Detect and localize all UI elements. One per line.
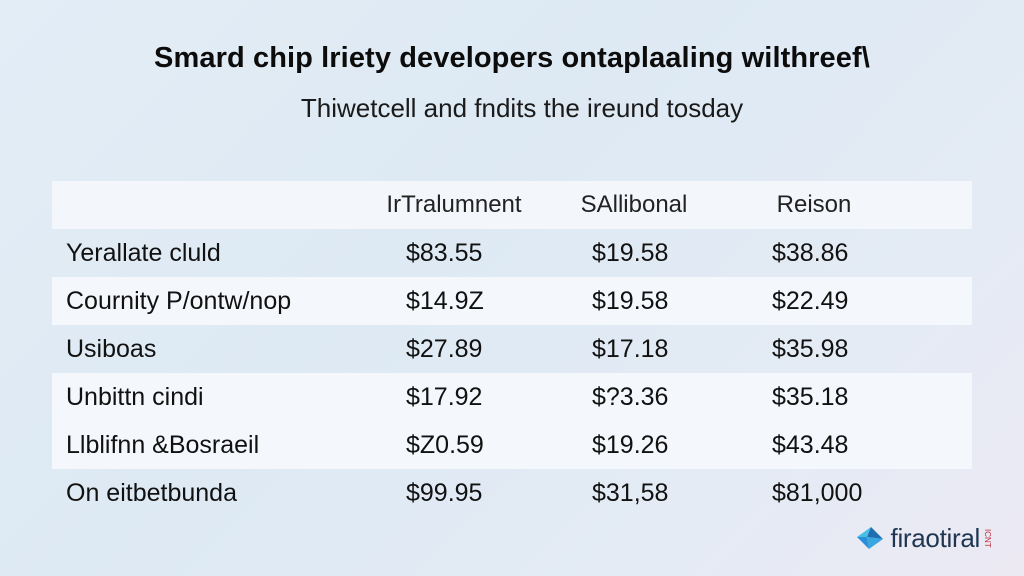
brand-tag: ICNT — [983, 528, 992, 548]
row-label: Cournity P/ontw/nop — [66, 287, 292, 315]
column-header: SAllibonal — [580, 191, 688, 218]
table-row: Usiboas $27.89 $17.18 $35.98 — [52, 325, 972, 373]
bird-icon — [856, 527, 883, 549]
table-row: On eitbetbunda $99.95 $31,58 $81,000 — [52, 469, 972, 517]
table-cell: $19.26 — [592, 431, 669, 459]
table-cell: $22.49 — [772, 287, 849, 315]
table-cell: $14.9Z — [406, 287, 484, 315]
table-cell: $17.18 — [592, 335, 669, 363]
page-title: Smard chip lriety developers ontaplaalin… — [154, 42, 870, 74]
column-header: Reison — [776, 191, 852, 218]
table-row: Yerallate cluld $83.55 $19.58 $38.86 — [52, 229, 972, 277]
table-row: Unbittn cindi $17.92 $?3.36 $35.18 — [52, 373, 972, 421]
table-cell: $35.18 — [772, 383, 849, 411]
table-row: Cournity P/ontw/nop $14.9Z $19.58 $22.49 — [52, 277, 972, 325]
table-cell: $?3.36 — [592, 383, 669, 411]
row-label: Llblifnn &Bosraeil — [66, 431, 260, 459]
price-table: IrTralumnent SAllibonal Reison Yerallate… — [52, 181, 972, 517]
table-cell: $27.89 — [406, 335, 483, 363]
table-cell: $83.55 — [406, 239, 483, 267]
table-cell: $31,58 — [592, 479, 669, 507]
table-cell: $19.58 — [592, 239, 669, 267]
table-header-row: IrTralumnent SAllibonal Reison — [52, 181, 972, 229]
page-subtitle: Thiwetcell and fndits the ireund tosday — [300, 93, 744, 123]
table-row: Llblifnn &Bosraeil $Z0.59 $19.26 $43.48 — [52, 421, 972, 469]
row-label: Usiboas — [66, 335, 157, 363]
row-label: On eitbetbunda — [66, 479, 237, 507]
table-cell: $38.86 — [772, 239, 849, 267]
table-cell: $Z0.59 — [406, 431, 484, 459]
brand-logo: firaotiral ICNT — [855, 518, 992, 558]
brand-name: firaotiral — [890, 522, 981, 553]
column-header: IrTralumnent — [386, 191, 522, 218]
table-cell: $99.95 — [406, 479, 483, 507]
table-cell: $35.98 — [772, 335, 849, 363]
table-cell: $43.48 — [772, 431, 849, 459]
table-cell: $19.58 — [592, 287, 669, 315]
table-cell: $17.92 — [406, 383, 483, 411]
row-label: Unbittn cindi — [66, 383, 204, 411]
table-cell: $81,000 — [772, 479, 863, 507]
row-label: Yerallate cluld — [66, 239, 221, 267]
